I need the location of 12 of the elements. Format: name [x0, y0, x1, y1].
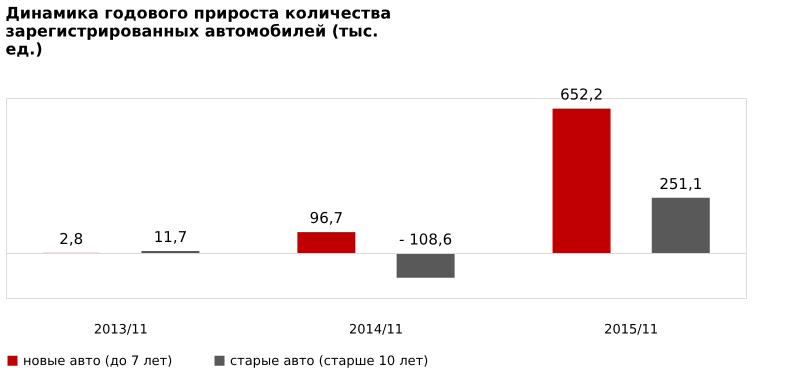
x-tick-label: 2014/11: [348, 322, 404, 338]
data-label: 652,2: [560, 86, 604, 104]
legend-label: старые авто (старше 10 лет): [230, 354, 428, 369]
data-label: 251,1: [659, 174, 702, 193]
data-label: 2,8: [59, 230, 84, 248]
x-tick-label: 2013/11: [94, 322, 148, 338]
data-label: 96,7: [310, 209, 344, 228]
data-label: 11,7: [154, 228, 188, 246]
legend-label: новые авто (до 7 лет): [23, 354, 172, 369]
data-label: - 108,6: [399, 230, 452, 249]
x-tick-label: 2015/11: [604, 322, 658, 338]
chart-title: Динамика годового прироста количества зарегистрированных автомобилей (тыс. ед.): [6, 4, 392, 59]
